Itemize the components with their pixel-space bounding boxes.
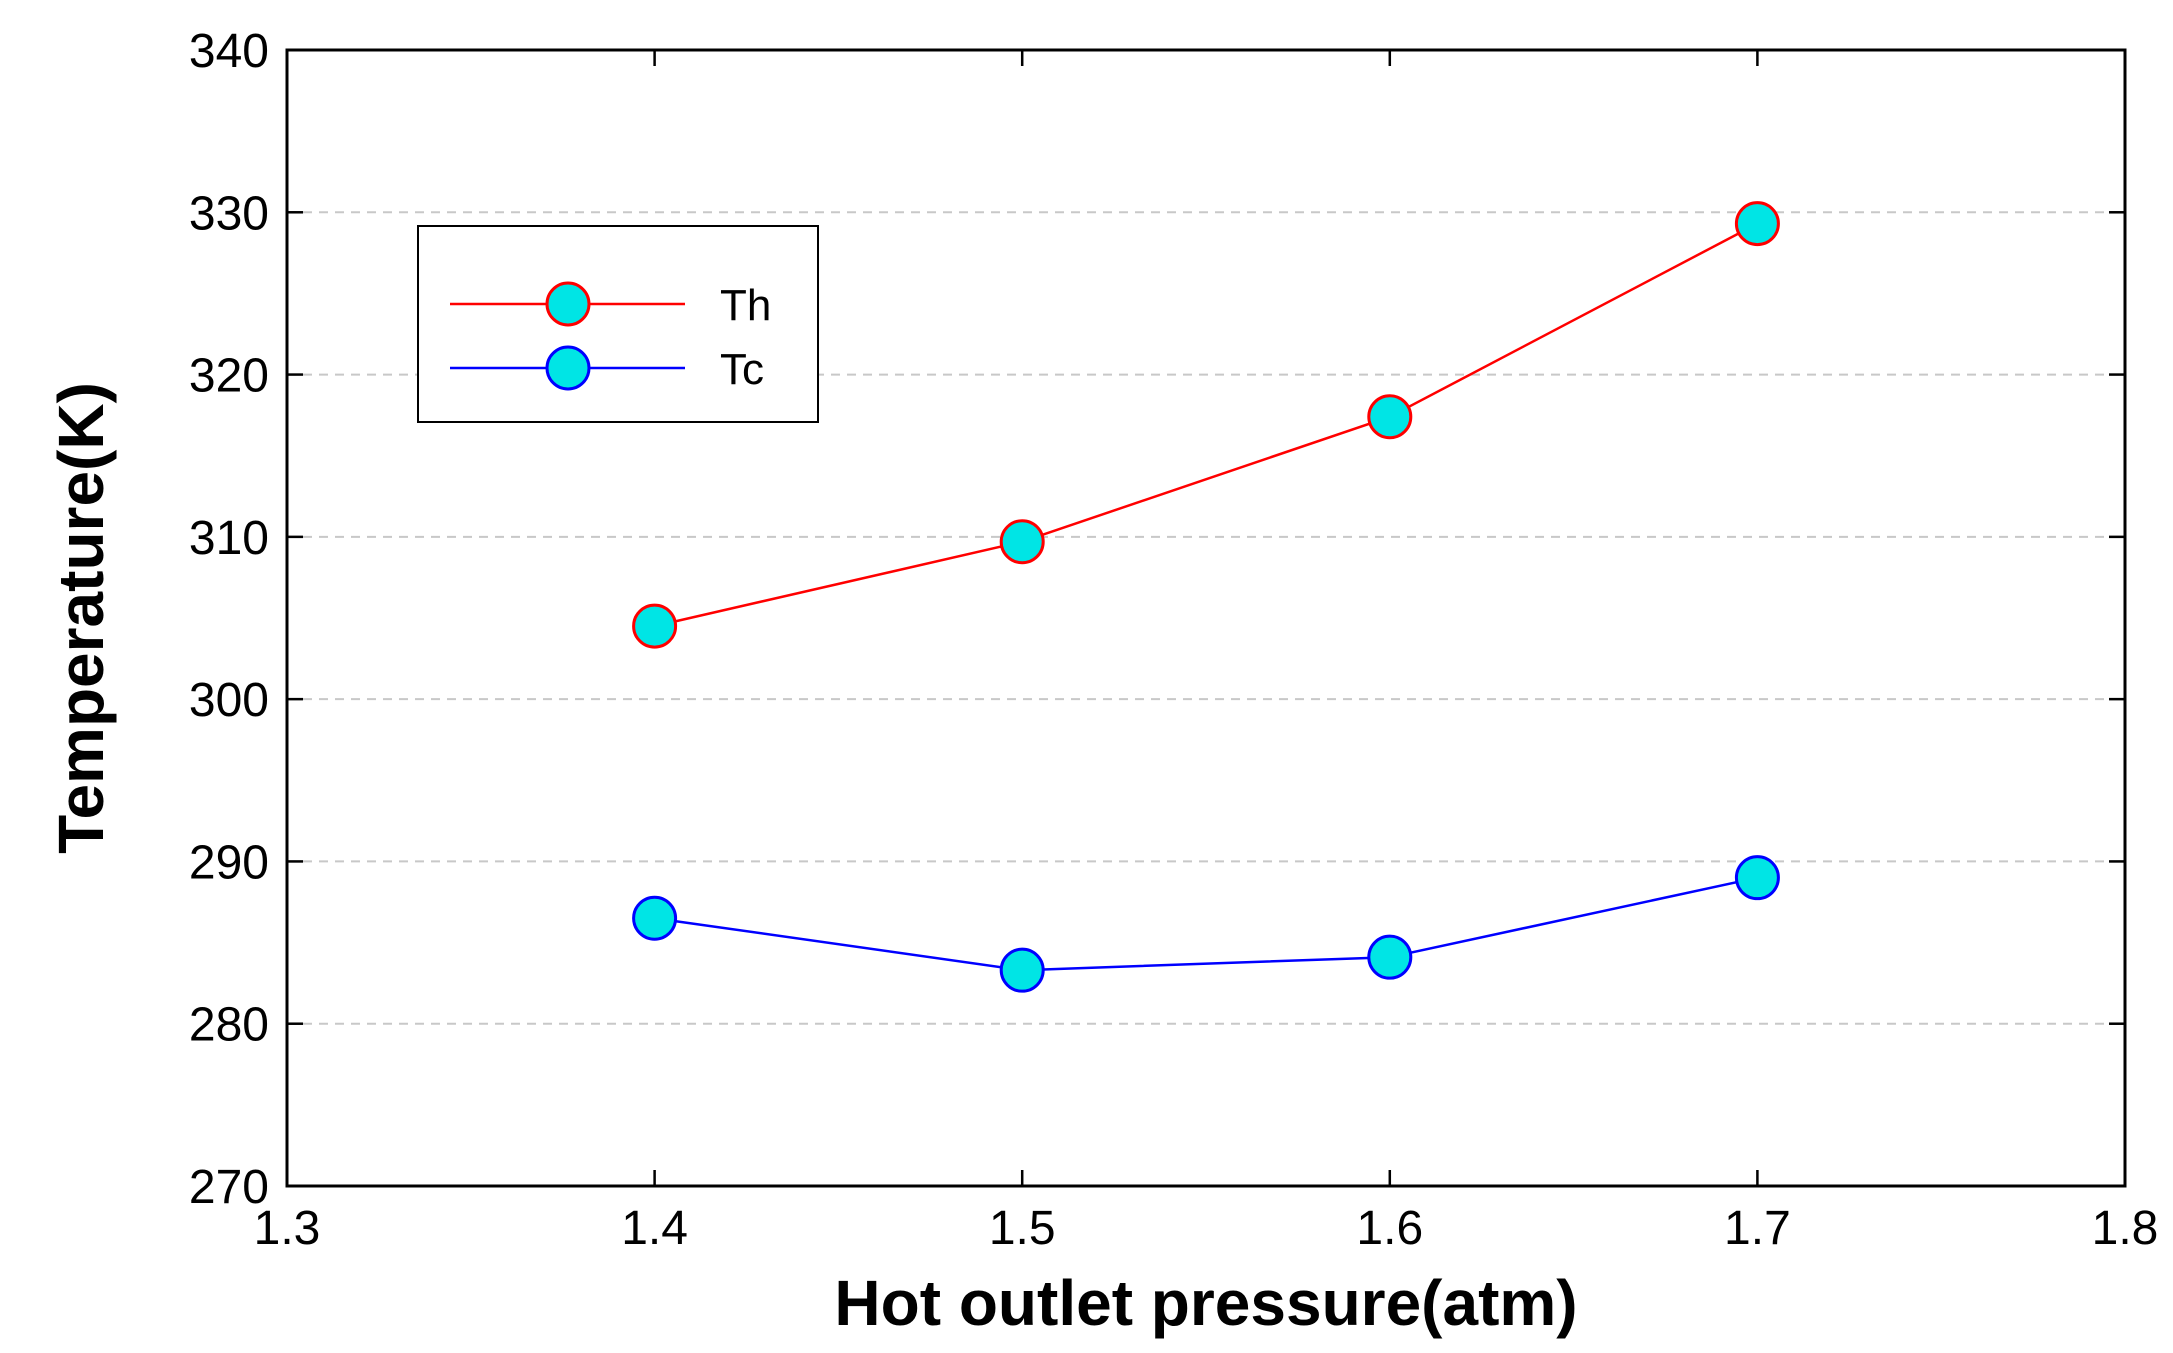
data-point-th: [1367, 394, 1413, 440]
y-tick-label: 300: [189, 674, 269, 727]
legend-box: [417, 225, 819, 423]
data-point-th: [999, 519, 1045, 565]
data-point-tc: [1734, 855, 1780, 901]
plot-frame: [285, 48, 2127, 1188]
y-axis-title: Temperature(K): [45, 382, 117, 854]
x-tick-label: 1.5: [989, 1202, 1056, 1255]
x-axis-title: Hot outlet pressure(atm): [834, 1267, 1577, 1339]
y-tick-label: 310: [189, 512, 269, 565]
data-point-tc: [1367, 934, 1413, 980]
y-tick-label: 290: [189, 836, 269, 889]
data-point-tc: [632, 895, 678, 941]
series-line-th: [654, 222, 1758, 628]
y-tick-label: 340: [189, 25, 269, 78]
data-markers: [632, 201, 1780, 993]
x-tick-label: 1.6: [1356, 1202, 1423, 1255]
legend-marker-th: [545, 281, 591, 327]
x-tick-labels: 1.3 1.4 1.5 1.6 1.7 1.8: [254, 1202, 2159, 1255]
data-point-th: [1734, 201, 1780, 247]
grid-lines: [287, 211, 2125, 1025]
y-tick-labels: 270 280 290 300 310 320 330 340: [189, 25, 269, 1214]
legend-label-tc: Tc: [720, 345, 764, 394]
legend: Th Tc: [417, 225, 819, 423]
y-tick-label: 320: [189, 350, 269, 403]
series-line-tc: [654, 876, 1758, 972]
x-tick-label: 1.8: [2092, 1202, 2159, 1255]
legend-marker-tc: [545, 345, 591, 391]
y-tick-label: 280: [189, 999, 269, 1052]
x-tick-label: 1.3: [254, 1202, 321, 1255]
x-tick-label: 1.7: [1724, 1202, 1791, 1255]
data-point-tc: [999, 947, 1045, 993]
axis-ticks: [285, 48, 2127, 1188]
x-tick-label: 1.4: [621, 1202, 688, 1255]
legend-label-th: Th: [720, 281, 771, 330]
series-lines: [654, 222, 1758, 972]
y-tick-label: 330: [189, 187, 269, 240]
y-tick-label: 270: [189, 1161, 269, 1214]
data-point-th: [632, 603, 678, 649]
